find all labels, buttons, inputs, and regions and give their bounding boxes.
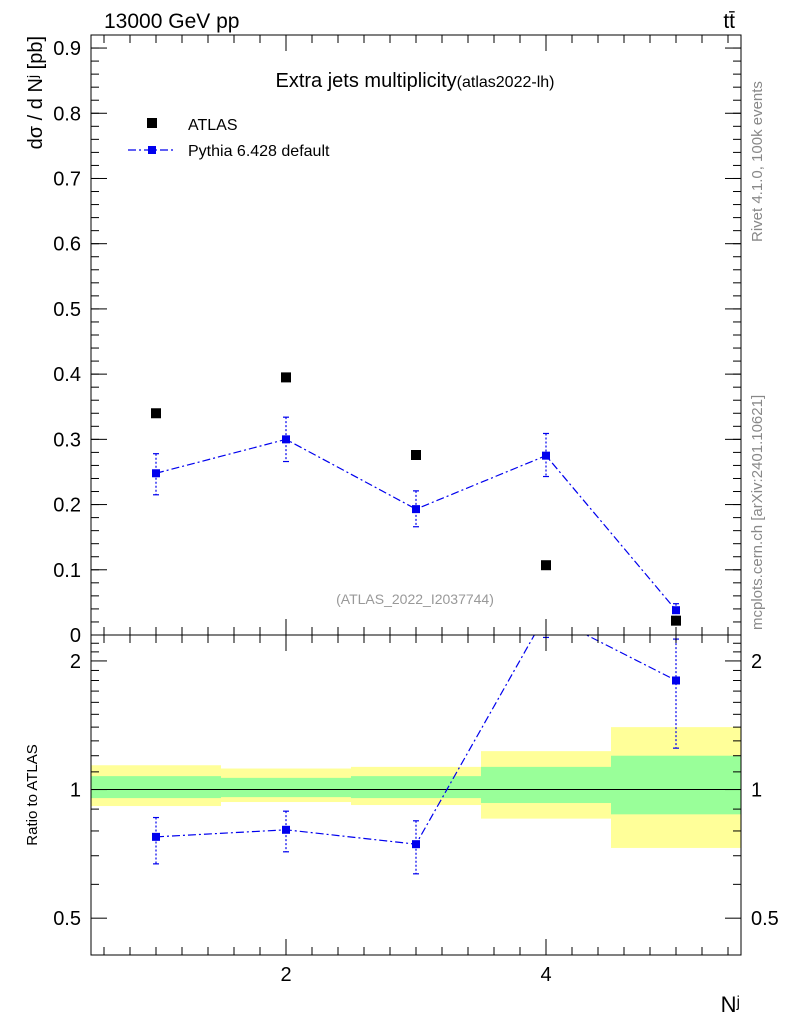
atlas-point — [151, 408, 161, 419]
final-state-label: tt̄ — [723, 10, 735, 33]
ratio-band-green — [351, 776, 481, 799]
main-panel: 0 0.1 0.2 0.3 0.4 0.5 0.6 0.7 0.8 0.9 Extra jets … — [25, 34, 742, 647]
ratio-point — [282, 825, 290, 834]
mcplots-label: mcplots.cern.ch [arXiv:2401.10621] — [749, 395, 766, 630]
legend-atlas-marker — [147, 118, 157, 128]
main-title-suffix: (atlas2022-lh) — [457, 74, 555, 91]
ratio-xtick-label: 2 — [280, 964, 291, 986]
main-title: Extra jets multiplicity(atlas2022-lh) — [276, 70, 555, 92]
ratio-xtick-label: 4 — [540, 964, 551, 986]
legend-pythia-label: Pythia 6.428 default — [188, 143, 330, 160]
rivet-label: Rivet 4.1.0, 100k events — [749, 81, 766, 242]
pythia-point — [282, 435, 290, 444]
ratio-ytick-label: 0.5 — [53, 908, 81, 930]
main-ytick-label: 0.4 — [53, 364, 81, 386]
watermark: (ATLAS_2022_I2037744) — [336, 591, 494, 607]
ratio-ylabel: Ratio to ATLAS — [24, 744, 41, 845]
atlas-point — [411, 450, 421, 460]
main-ytick-label: 0.5 — [53, 299, 81, 321]
ratio-band-green — [611, 755, 741, 815]
ratio-xlabel: Nʲ — [721, 992, 740, 1017]
ratio-point — [672, 676, 680, 685]
main-ytick-label: 0.3 — [53, 429, 81, 451]
ratio-point — [542, 610, 550, 618]
main-ytick-label: 0 — [70, 625, 81, 647]
ratio-band-green — [221, 777, 351, 798]
main-title-text: Extra jets multiplicity — [276, 70, 457, 92]
main-ytick-label: 0.9 — [53, 38, 81, 60]
ratio-ytick-label-right: 1 — [751, 780, 762, 802]
legend-atlas-label: ATLAS — [188, 117, 238, 134]
atlas-point — [281, 372, 291, 383]
ratio-ytick-label: 2 — [70, 651, 81, 673]
pythia-point — [542, 451, 550, 460]
pythia-point — [672, 606, 680, 615]
atlas-point — [541, 560, 551, 571]
main-ytick-label: 0.2 — [53, 495, 81, 517]
ratio-point — [152, 832, 160, 841]
ratio-ytick-label: 1 — [70, 780, 81, 802]
main-ytick-label: 0.7 — [53, 168, 81, 190]
pythia-point — [412, 505, 420, 514]
main-ytick-label: 0.6 — [53, 234, 81, 256]
atlas-point — [671, 615, 681, 626]
legend: ATLAS Pythia 6.428 default — [128, 117, 330, 160]
ratio-panel: 0.5 0.5 1 1 2 2 2 4 Ratio to ATLAS Nʲ — [24, 610, 779, 1017]
main-ytick-label: 0.1 — [53, 560, 81, 582]
ratio-band-green — [91, 776, 221, 799]
ratio-ytick-label-right: 0.5 — [751, 908, 779, 930]
main-ylabel: dσ / d Nʲ [pb] — [25, 36, 47, 149]
pythia-point — [152, 469, 160, 478]
process-label: 13000 GeV pp — [104, 10, 239, 33]
legend-pythia-marker — [148, 146, 156, 154]
ratio-point — [412, 840, 420, 849]
main-ytick-label: 0.8 — [53, 103, 81, 125]
ratio-ytick-label-right: 2 — [751, 651, 762, 673]
ratio-band-green — [481, 766, 611, 804]
